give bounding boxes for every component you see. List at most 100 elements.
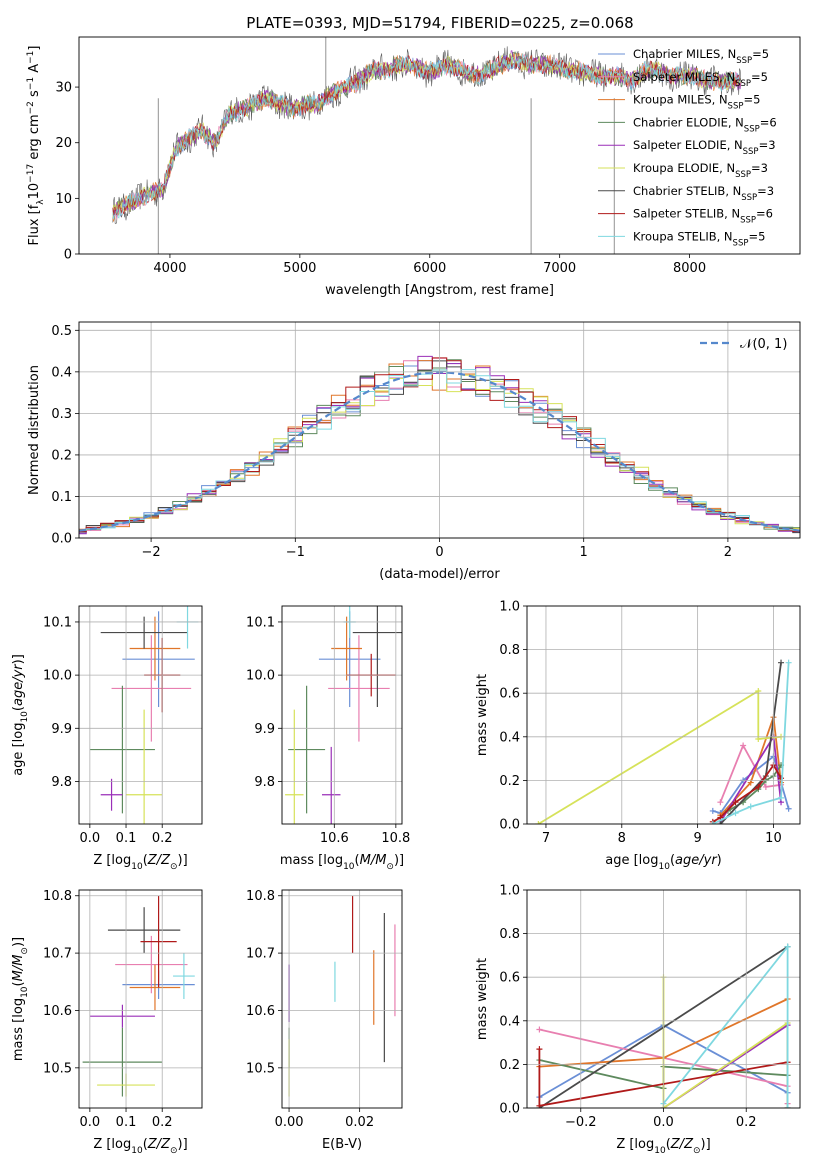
legend-label: Salpeter MILES, N	[633, 70, 735, 84]
series-marker	[536, 1046, 543, 1053]
label-part: Z/Z	[147, 853, 171, 868]
errorbar-point	[82, 1027, 163, 1097]
label-part: 10	[20, 711, 30, 723]
label-part: )]	[394, 853, 404, 868]
x-axis-label: Z [log10(Z/Z⊙)]	[93, 853, 187, 872]
series-marker	[784, 943, 791, 950]
errorbar-point	[89, 1004, 155, 1028]
label-part: E(B-V)	[322, 1137, 362, 1152]
y-tick-label: 0.6	[499, 971, 520, 986]
series-marker	[536, 1026, 543, 1033]
x-tick-label: 1	[580, 545, 588, 560]
x-axis-label: age [log10(age/yr)	[605, 853, 722, 872]
legend-label: Kroupa ELODIE, N	[633, 161, 735, 175]
x-tick-label: 5000	[283, 261, 316, 276]
legend-count: =6	[756, 207, 773, 221]
legend-entry: Kroupa MILES, NSSP=5	[633, 93, 760, 112]
errorbar-point	[126, 709, 163, 824]
label-part: erg cm	[27, 114, 42, 163]
legend-count: =5	[751, 70, 768, 84]
y-tick-label: 0.2	[499, 774, 520, 789]
spectrum-plot-area	[112, 37, 742, 254]
label-part: ⊙	[20, 947, 30, 955]
y-axis-label: age [log10(age/yr)]	[11, 654, 30, 776]
series-marker	[747, 803, 754, 810]
series-marker	[709, 821, 716, 824]
label-part: −2	[26, 101, 36, 114]
x-tick-label: 10.8	[381, 831, 410, 846]
legend-count: =5	[752, 47, 769, 61]
label-part: Z/Z	[670, 1137, 694, 1152]
series-marker	[709, 807, 716, 814]
x-tick-label: −0.2	[565, 1115, 597, 1130]
spectrum-frame	[78, 36, 801, 255]
x-axis-label: E(B-V)	[322, 1137, 362, 1152]
label-part: ⊙	[170, 862, 178, 872]
legend-sub: SSP	[735, 79, 751, 89]
x-tick-label: 0.0	[80, 831, 101, 846]
label-part: λ	[36, 199, 46, 205]
y-tick-label: 9.8	[51, 775, 72, 790]
x-axis-label: Z [log10(Z/Z⊙)]	[93, 1137, 187, 1156]
legend-entry: Chabrier STELIB, NSSP=3	[633, 184, 774, 203]
y-tick-label: 10.7	[43, 947, 72, 962]
series-marker	[740, 742, 747, 749]
label-part: )]	[178, 853, 188, 868]
label-part: age/yr	[11, 663, 26, 706]
mass-vs-ebv-axes: 0.00 0.02 10.5 10.6 10.7 10.8 E(B-V)	[246, 889, 403, 1152]
legend-count: =3	[751, 161, 768, 175]
residuals-frame	[78, 321, 801, 539]
legend-sub: SSP	[743, 147, 759, 157]
label-part: A	[27, 64, 42, 77]
x-tick-label: 7	[542, 831, 550, 846]
legend-entry: Kroupa ELODIE, NSSP=3	[633, 161, 768, 180]
x-tick-label: 0.0	[80, 1115, 101, 1130]
y-tick-label: 9.9	[51, 722, 72, 737]
figure-title: PLATE=0393, MJD=51794, FIBERID=0225, z=0…	[246, 14, 633, 32]
x-tick-label: −1	[286, 545, 305, 560]
label-part: M/M	[11, 955, 26, 982]
age-vs-Z-frame	[78, 605, 203, 825]
legend-entry: Salpeter ELODIE, NSSP=3	[633, 138, 776, 157]
x-tick-label: 7000	[543, 261, 576, 276]
label-part: )]	[178, 1137, 188, 1152]
label-part: Z [log	[616, 1137, 654, 1152]
errorbar-point	[322, 746, 341, 824]
x-tick-label: 0	[435, 545, 443, 560]
mass-vs-Z-plot-area	[82, 895, 195, 1097]
x-tick-label: 10	[765, 831, 782, 846]
x-tick-label: 6000	[413, 261, 446, 276]
series-marker	[785, 659, 792, 666]
label-part: s	[27, 90, 42, 101]
label-part: (	[11, 981, 26, 986]
mass-weight-vs-Z-axes: −0.2 0.0 0.2 0.0 0.2 0.4 0.6 0.8 1.0 Z [log10(Z/Z…	[475, 884, 801, 1156]
spectrum-axes: 4000 5000 6000 7000 8000 0 10 20 30 wavelength [A…	[26, 36, 801, 298]
legend-label: Chabrier MILES, N	[633, 47, 736, 61]
label-part: 10	[27, 183, 42, 200]
legend-sub: SSP	[728, 102, 744, 112]
x-tick-label: 10.6	[320, 831, 349, 846]
mass-vs-ebv-plot-area	[288, 895, 396, 1097]
legend-entry: Chabrier ELODIE, NSSP=6	[633, 115, 777, 134]
y-tick-label: 10.1	[43, 615, 72, 630]
label-part: 10	[654, 1146, 666, 1156]
y-tick-label: 10.5	[43, 1061, 72, 1076]
legend-count: =6	[760, 115, 777, 129]
label-part: )	[717, 853, 722, 868]
y-axis-label: mass weight	[475, 958, 490, 1040]
errorbar-point	[331, 616, 362, 681]
x-tick-label: 4000	[153, 261, 186, 276]
legend-entry: Chabrier MILES, NSSP=5	[633, 47, 769, 66]
label-part: ⊙	[386, 862, 394, 872]
x-tick-label: 0.00	[275, 1115, 304, 1130]
label-part: M/M	[360, 853, 387, 868]
series-marker	[717, 821, 724, 824]
y-tick-label: 10.6	[43, 1004, 72, 1019]
errorbar-point	[285, 709, 304, 824]
legend-entry: Salpeter STELIB, NSSP=6	[633, 207, 773, 226]
y-tick-label: 0.4	[499, 1014, 520, 1029]
label-part: (	[666, 1137, 671, 1152]
errorbar-point	[100, 778, 123, 811]
legend-sub: SSP	[744, 124, 760, 134]
